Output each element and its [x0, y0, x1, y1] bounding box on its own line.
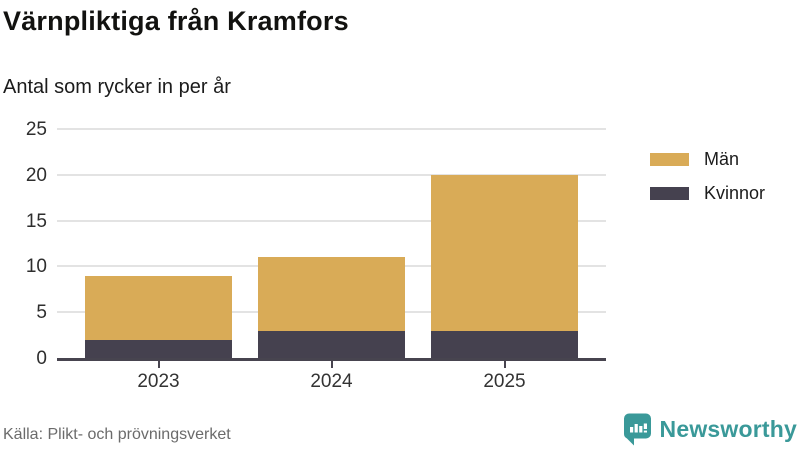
source-caption: Källa: Plikt- och prövningsverket [3, 426, 231, 443]
y-tick-label-10: 10 [25, 256, 47, 278]
bar-segment-kvinnor-2025 [431, 330, 578, 358]
chart-subtitle: Antal som rycker in per år [3, 76, 231, 98]
legend-item-män: Män [650, 149, 765, 170]
legend-item-kvinnor: Kvinnor [650, 183, 765, 204]
legend: Män Kvinnor [650, 149, 765, 217]
x-tick-label-2024: 2024 [310, 371, 353, 392]
y-tick-label-5: 5 [36, 302, 47, 324]
plot-area [57, 128, 606, 361]
legend-swatch-män [650, 153, 689, 166]
brand-logo: Newsworthy [623, 413, 797, 446]
legend-swatch-kvinnor [650, 187, 689, 200]
bar-segment-män-2025 [431, 174, 578, 331]
bar-segment-män-2024 [258, 257, 405, 331]
gridline-y-25 [57, 128, 606, 130]
x-tick-2023 [157, 361, 160, 368]
y-tick-label-20: 20 [25, 164, 47, 186]
legend-label-kvinnor: Kvinnor [704, 183, 766, 203]
bar-segment-män-2023 [85, 275, 232, 340]
brand-wordmark: Newsworthy [659, 416, 797, 442]
x-tick-label-2025: 2025 [483, 371, 526, 392]
x-tick-label-2023: 2023 [137, 371, 180, 392]
y-tick-label-0: 0 [36, 348, 47, 369]
legend-label-män: Män [704, 149, 740, 169]
x-tick-2024 [330, 361, 333, 368]
y-tick-label-15: 15 [25, 210, 47, 232]
x-tick-2025 [503, 361, 506, 368]
bar-segment-kvinnor-2024 [258, 330, 405, 358]
gridline-y-20 [57, 173, 606, 176]
gridline-y-15 [57, 219, 606, 222]
chart-title: Värnpliktiga från Kramfors [3, 6, 349, 36]
y-tick-label-25: 25 [25, 119, 47, 140]
newsworthy-bubble-icon [623, 413, 651, 446]
bar-segment-kvinnor-2023 [85, 339, 232, 358]
